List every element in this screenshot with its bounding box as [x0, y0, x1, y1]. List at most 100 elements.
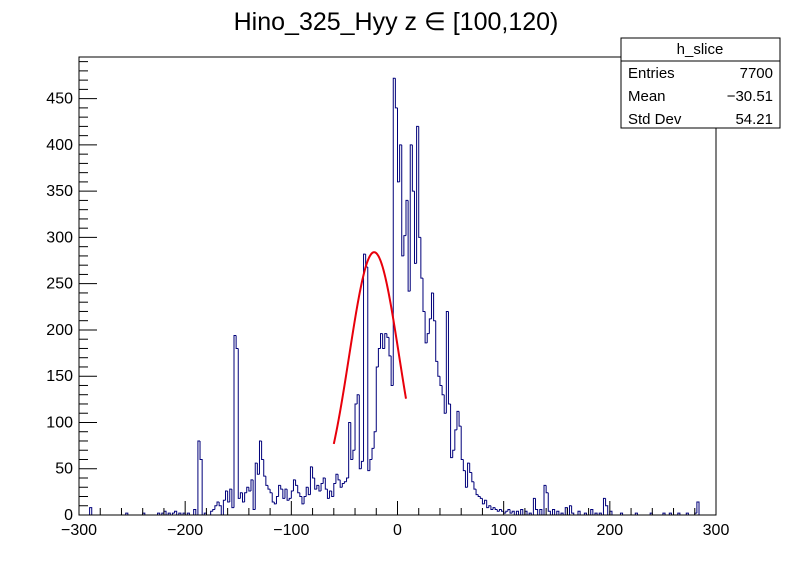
histogram-bin: [324, 477, 328, 490]
histogram-bin: [125, 512, 129, 515]
histogram-bin: [367, 267, 370, 472]
histogram-bin: [452, 449, 455, 458]
histogram-bin: [409, 144, 413, 292]
stats-stddev-value: 54.21: [735, 111, 773, 128]
histogram-bin: [307, 487, 311, 496]
x-tick-label: 200: [596, 522, 623, 539]
histogram-bin: [363, 253, 366, 462]
histogram-bin: [348, 421, 351, 478]
histogram-bin: [477, 494, 481, 497]
histogram-bin: [284, 488, 288, 499]
histogram-bin: [246, 486, 249, 493]
histogram-bin: [318, 485, 322, 492]
histogram-bin: [227, 490, 230, 503]
histogram-bin: [250, 479, 254, 491]
histogram-bin: [598, 512, 602, 515]
histogram-bin: [275, 495, 279, 504]
histogram-bin: [161, 512, 164, 515]
histogram-bin: [469, 463, 472, 473]
y-axis: 0 50 100 150 200 250 300 350 400 450: [46, 61, 97, 524]
histogram-bin: [343, 481, 347, 484]
histogram-bin: [248, 487, 251, 492]
histogram-bin: [278, 484, 281, 497]
histogram-bin: [265, 476, 268, 486]
histogram-bin: [426, 333, 430, 343]
histogram-bin: [339, 479, 343, 488]
histogram-bin: [552, 508, 556, 515]
histogram-bin: [269, 489, 273, 494]
histogram-bin: [326, 489, 330, 499]
x-tick-label: −200: [167, 522, 203, 539]
histogram-bin: [439, 376, 443, 386]
histogram-bin: [397, 107, 400, 183]
histogram-bin: [428, 318, 432, 334]
histogram-bin: [216, 501, 220, 506]
histogram-bin: [337, 474, 341, 481]
histogram-bin: [577, 510, 581, 515]
histogram-bin: [458, 411, 462, 427]
histogram-bin: [358, 394, 362, 470]
x-tick-label: 300: [703, 522, 730, 539]
histogram-bin: [312, 466, 315, 479]
histogram-bin: [256, 463, 260, 475]
histogram-bin: [501, 509, 504, 512]
histogram-bin: [662, 512, 666, 515]
histogram-bin: [235, 335, 239, 349]
histogram-bin: [486, 500, 489, 509]
histogram-bin: [450, 403, 453, 459]
histogram-bin: [356, 394, 360, 404]
histogram-bin: [252, 479, 256, 510]
histogram-bin: [515, 510, 520, 515]
histogram-bin: [178, 512, 182, 515]
histogram-bin: [231, 489, 235, 509]
histogram-bin: [297, 485, 300, 494]
x-tick-label: 0: [393, 522, 402, 539]
histogram-bin: [346, 477, 349, 482]
histogram-bin: [301, 496, 305, 505]
histogram-bin: [420, 237, 423, 279]
histogram-bin: [590, 508, 594, 515]
histogram-bin: [186, 512, 190, 515]
histogram-bin: [350, 422, 353, 460]
histogram-bin: [371, 447, 375, 460]
stats-mean-value: −30.51: [727, 88, 773, 105]
histogram-bin: [218, 502, 222, 515]
histogram-bin: [392, 77, 396, 386]
histogram-bin: [386, 333, 390, 338]
histogram-bin: [462, 459, 466, 472]
histogram-bin: [571, 505, 575, 515]
x-tick-label: −100: [273, 522, 309, 539]
gaussian-fit-curve: [332, 251, 407, 445]
histogram-bin: [677, 512, 681, 515]
histogram-bin: [388, 337, 392, 357]
histogram-bin: [354, 403, 358, 451]
histogram-bin: [496, 509, 500, 512]
histogram-bin: [668, 512, 672, 515]
histogram-bin: [424, 311, 428, 344]
histogram-bin: [273, 502, 277, 505]
histogram-bin: [271, 492, 275, 503]
histogram-bin: [171, 512, 175, 515]
histogram-bin: [341, 483, 345, 488]
histogram-bin: [239, 492, 243, 499]
stats-mean-label: Mean: [628, 88, 666, 105]
histogram-bin: [535, 498, 539, 515]
histogram-bin: [413, 191, 417, 264]
histogram-bin: [197, 440, 201, 515]
histogram-bin: [405, 199, 409, 236]
histogram-bin: [568, 505, 572, 515]
histogram-bin: [445, 310, 449, 414]
histogram-bin: [258, 440, 262, 475]
histogram-bin: [244, 492, 247, 503]
histogram-bin: [411, 144, 415, 192]
stats-box-frame: [620, 37, 781, 129]
histogram-bin: [157, 512, 161, 515]
histogram-bin: [454, 429, 457, 451]
histogram-bin: [369, 458, 373, 471]
histogram-bin: [505, 510, 508, 514]
histogram-bin: [507, 508, 511, 512]
histogram-bin: [286, 489, 290, 501]
histogram-bin: [399, 144, 402, 182]
histogram-bin: [237, 348, 241, 499]
histogram-bin: [394, 78, 398, 109]
